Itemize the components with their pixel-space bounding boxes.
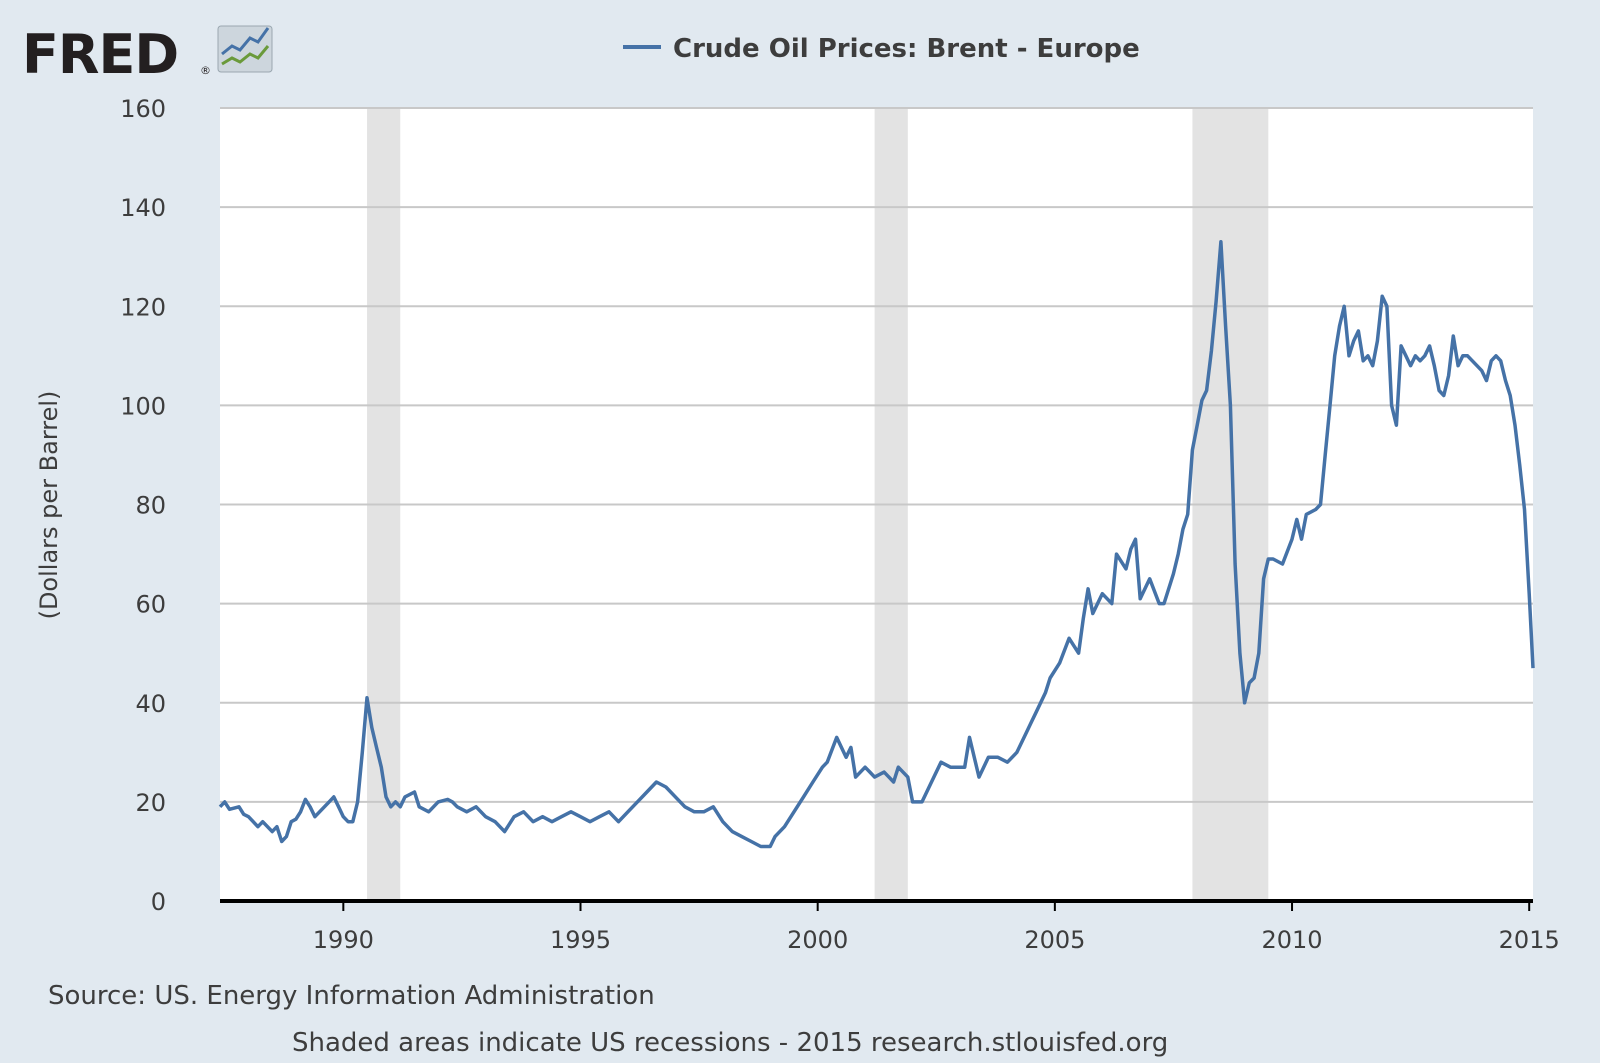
x-tick-1995: 1995 [550, 926, 611, 954]
y-axis-label: (Dollars per Barrel) [35, 391, 63, 620]
gridlines [220, 107, 1533, 803]
y-tick-60: 60 [135, 591, 166, 619]
y-tick-0: 0 [151, 888, 166, 916]
y-tick-20: 20 [135, 789, 166, 817]
y-tick-140: 140 [120, 194, 166, 222]
fred-logo[interactable]: FRED ® [22, 23, 273, 86]
y-tick-40: 40 [135, 690, 166, 718]
y-tick-80: 80 [135, 492, 166, 520]
legend-label: Crude Oil Prices: Brent - Europe [673, 34, 1140, 64]
fred-logo-text: FRED [22, 23, 178, 86]
x-tick-1990: 1990 [313, 926, 374, 954]
line-chart-icon [217, 25, 273, 73]
x-tick-2015: 2015 [1499, 926, 1560, 954]
series-line-brent[interactable] [218, 240, 1535, 849]
x-axis: 1990 1995 2000 2005 2010 2015 [313, 901, 1560, 954]
source-note: Source: US. Energy Information Administr… [48, 981, 655, 1011]
y-axis: 0 20 40 60 80 100 120 140 160 [120, 95, 166, 916]
x-tick-2010: 2010 [1261, 926, 1322, 954]
y-tick-120: 120 [120, 293, 166, 321]
legend[interactable]: Crude Oil Prices: Brent - Europe [623, 34, 1140, 64]
x-tick-2000: 2000 [787, 926, 848, 954]
y-tick-160: 160 [120, 95, 166, 123]
x-tick-2005: 2005 [1024, 926, 1085, 954]
registered-mark: ® [200, 64, 211, 77]
y-tick-100: 100 [120, 392, 166, 420]
recession-note: Shaded areas indicate US recessions - 20… [292, 1028, 1168, 1058]
